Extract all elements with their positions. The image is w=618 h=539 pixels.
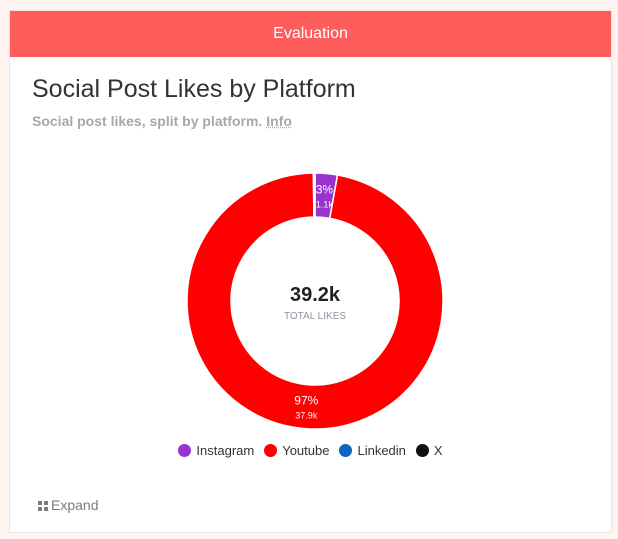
legend-label-instagram: Instagram <box>196 443 255 458</box>
legend-swatch-youtube <box>264 444 278 457</box>
slice-value-label-youtube: 37.9k <box>295 411 318 421</box>
total-likes-label: TOTAL LIKES <box>283 311 347 322</box>
legend-swatch-x <box>415 444 429 457</box>
legend-swatch-instagram <box>178 444 192 457</box>
expand-label: Expand <box>51 497 99 513</box>
donut-chart: 3% 1.1k 97% 37.9k 39.2k TOTAL LIKES <box>180 166 450 436</box>
slice-x[interactable] <box>313 172 316 218</box>
total-likes-value: 39.2k <box>289 284 341 306</box>
slice-percent-label-instagram: 3% <box>316 182 334 196</box>
slice-value-label-instagram: 1.1k <box>316 199 334 209</box>
expand-button[interactable]: Expand <box>38 497 98 513</box>
legend-item-instagram[interactable]: Instagram <box>178 443 254 458</box>
legend-item-youtube[interactable]: Youtube <box>264 443 329 458</box>
chart-title: Social Post Likes by Platform <box>32 75 356 103</box>
legend-swatch-linkedin <box>339 444 353 457</box>
legend-item-x[interactable]: X <box>415 443 443 458</box>
chart-legend: Instagram Youtube Linkedin X <box>10 443 611 458</box>
info-link[interactable]: Info <box>266 113 292 129</box>
legend-item-linkedin[interactable]: Linkedin <box>339 443 406 458</box>
legend-label-linkedin: Linkedin <box>357 443 406 458</box>
chart-subtitle: Social post likes, split by platform. Inf… <box>32 113 292 129</box>
donut-svg: 3% 1.1k 97% 37.9k <box>186 172 444 430</box>
slice-percent-label-youtube: 97% <box>294 394 318 408</box>
chart-subtitle-text: Social post likes, split by platform. <box>32 113 263 129</box>
chart-card: Evaluation Social Post Likes by Platform… <box>9 10 612 533</box>
legend-label-x: X <box>433 443 443 458</box>
evaluation-banner: Evaluation <box>10 11 611 57</box>
expand-icon <box>38 501 48 511</box>
slice-youtube[interactable] <box>186 172 444 430</box>
legend-label-youtube: Youtube <box>282 443 330 458</box>
